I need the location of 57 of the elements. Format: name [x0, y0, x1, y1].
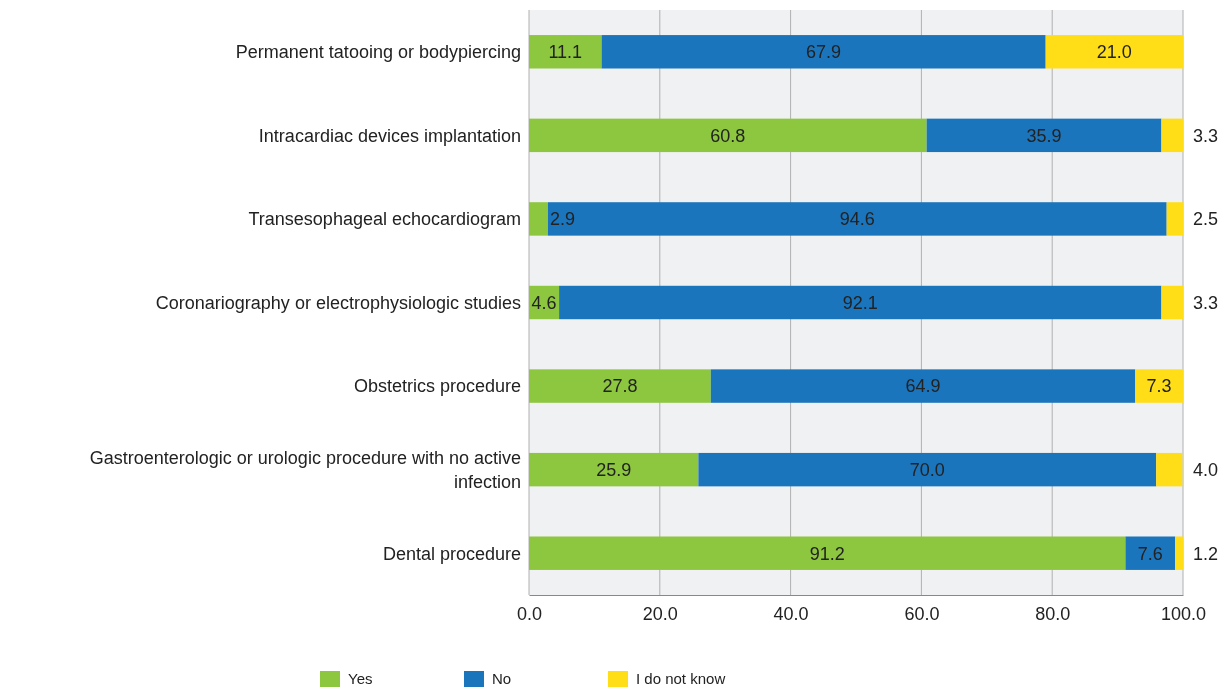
bar — [1156, 452, 1183, 487]
x-tick-label: 20.0 — [642, 603, 678, 624]
y-tick-label: Dental procedure — [382, 543, 521, 564]
data-label: 91.2 — [809, 543, 845, 564]
data-label: 1.2 — [1193, 543, 1219, 564]
x-tick-label: 0.0 — [516, 603, 543, 624]
data-label: 60.8 — [710, 125, 746, 146]
bar — [698, 452, 1157, 487]
bar — [1175, 536, 1183, 570]
data-label: 25.9 — [596, 459, 632, 480]
data-label: 67.9 — [806, 42, 842, 63]
bar — [926, 118, 1162, 153]
data-label: 92.1 — [842, 292, 878, 313]
data-label: 3.3 — [1193, 125, 1219, 146]
data-label: 35.9 — [1026, 125, 1062, 146]
data-label: 7.3 — [1146, 376, 1172, 397]
bar — [1135, 369, 1183, 403]
y-tick-label: Permanent tatooing or bodypiercing — [235, 42, 521, 63]
bar — [1161, 285, 1183, 320]
data-label: 70.0 — [909, 459, 945, 480]
bar — [710, 369, 1136, 403]
data-label: 4.6 — [531, 292, 557, 313]
bar — [601, 35, 1046, 69]
y-tick-label: Coronariography or electrophysiologic studies — [155, 292, 521, 313]
bar — [529, 202, 548, 236]
y-tick-label: Intracardiac devices implantation — [258, 125, 521, 146]
bar — [559, 285, 1162, 320]
bar — [529, 452, 699, 487]
data-label: 2.5 — [1193, 209, 1219, 230]
data-label: 2.9 — [549, 209, 575, 230]
data-label: 3.3 — [1193, 292, 1219, 313]
bar — [1166, 202, 1183, 236]
data-label: 27.8 — [602, 376, 638, 397]
x-tick-label: 100.0 — [1160, 603, 1207, 624]
x-tick-label: 60.0 — [904, 603, 940, 624]
data-label: 11.1 — [548, 42, 583, 63]
bar — [1125, 536, 1176, 570]
bar — [1045, 35, 1183, 69]
bar — [529, 536, 1126, 570]
y-tick-label: Obstetrics procedure — [353, 376, 521, 397]
bar — [529, 369, 711, 403]
legend-label: No — [492, 670, 512, 688]
data-label: 64.9 — [905, 376, 941, 397]
x-tick-label: 40.0 — [773, 603, 809, 624]
bar — [529, 35, 602, 69]
data-label: 4.0 — [1193, 459, 1219, 480]
y-tick-label: Transesophageal echocardiogram — [248, 209, 521, 230]
legend-label: I do not know — [636, 670, 726, 688]
bar — [529, 118, 927, 153]
legend-label: Yes — [348, 670, 373, 688]
bar — [547, 202, 1167, 236]
data-label: 94.6 — [839, 209, 875, 230]
bar — [1161, 118, 1183, 153]
x-tick-label: 80.0 — [1035, 603, 1071, 624]
data-label: 21.0 — [1096, 42, 1132, 63]
y-tick-label: Gastroenterologic or urologic procedure with no active infection — [89, 447, 521, 492]
data-label: 7.6 — [1137, 543, 1163, 564]
